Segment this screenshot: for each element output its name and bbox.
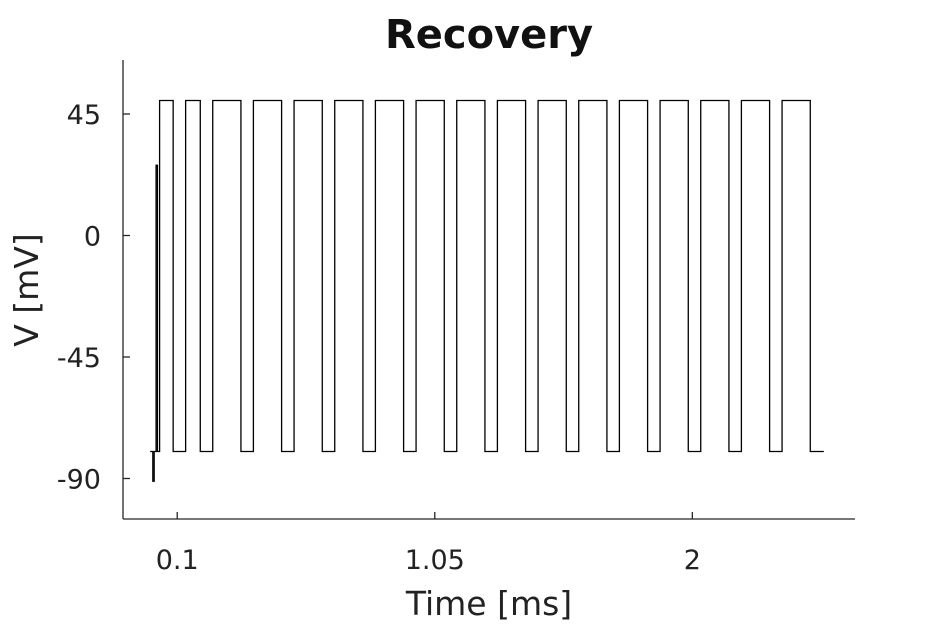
y-tick-label: 45 xyxy=(67,100,101,131)
plot-area xyxy=(150,99,824,482)
y-tick-label: -90 xyxy=(57,465,101,496)
y-axis-ticks: 45 0 -45 -90 xyxy=(57,100,130,496)
x-axis-ticks: 0.1 1.05 2 xyxy=(156,512,701,576)
x-axis-label: Time [ms] xyxy=(405,584,572,623)
x-tick-label: 0.1 xyxy=(156,545,199,576)
y-axis-label: V [mV] xyxy=(7,233,46,347)
voltage-trace-line xyxy=(150,99,824,482)
x-tick-label: 1.05 xyxy=(405,545,465,576)
chart-title: Recovery xyxy=(385,12,593,58)
y-tick-label: -45 xyxy=(57,343,101,374)
y-tick-label: 0 xyxy=(84,222,101,253)
x-tick-label: 2 xyxy=(684,545,701,576)
